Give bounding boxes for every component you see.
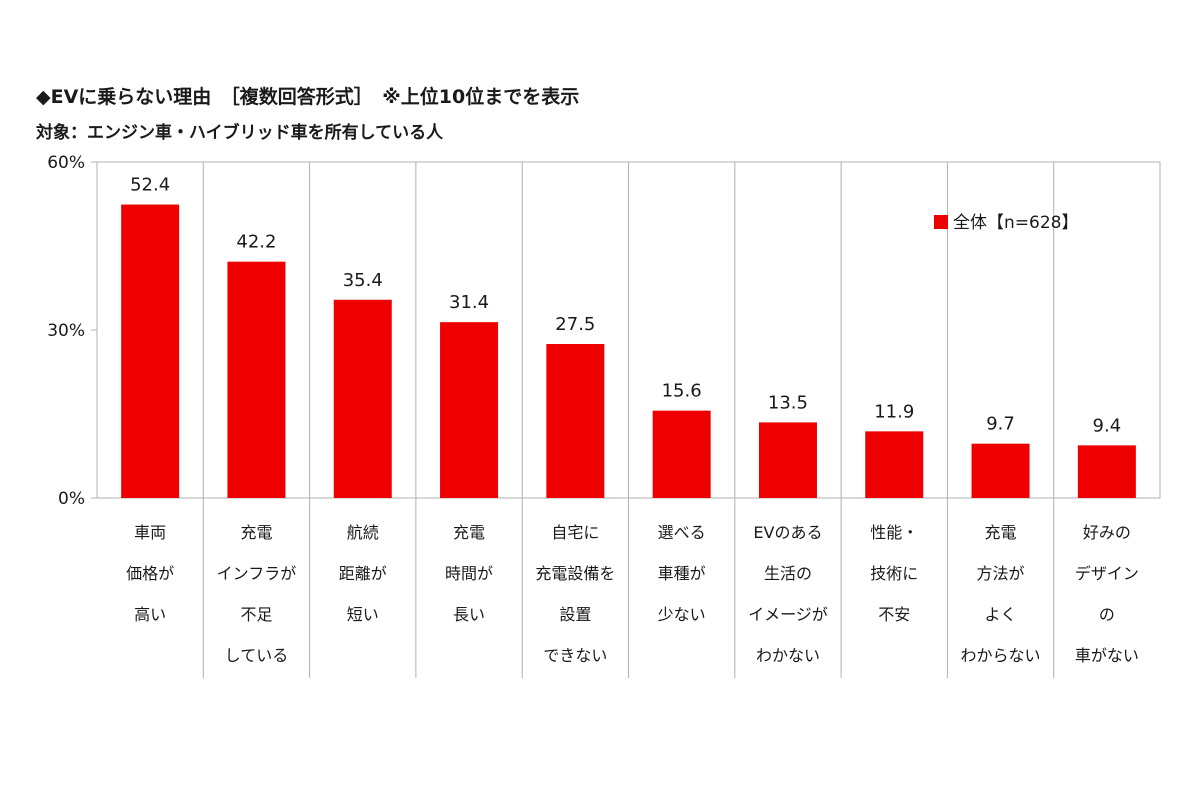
data-label: 52.4 [130,175,170,196]
category-label: 価格が [126,564,174,583]
data-label: 35.4 [343,270,383,291]
data-label: 27.5 [555,314,595,335]
bar [227,261,286,498]
category-label: イメージが [748,605,828,624]
bar [758,422,817,498]
category-label: 不足 [240,605,272,624]
category-label: 長い [453,605,485,624]
category-label: 車がない [1075,646,1139,665]
category-label: わかない [756,646,820,665]
category-label: 航続 [347,523,379,542]
category-label: 充電 [240,523,272,542]
bar [440,322,499,498]
category-label: 車種が [658,564,706,583]
category-label: 高い [134,605,166,624]
category-label: 選べる [658,523,706,542]
category-label: 充電 [453,523,485,542]
chart-title: ◆EVに乗らない理由 ［複数回答形式］ ※上位10位までを表示 [36,86,580,108]
category-label: 好みの [1083,523,1131,542]
category-label: 性能・ [870,523,918,542]
category-label: できない [543,646,607,665]
data-label: 11.9 [874,401,914,422]
category-label: 少ない [658,605,706,624]
category-label: 不安 [878,605,910,624]
category-label: デザイン [1075,564,1139,583]
category-label: 距離が [339,564,387,583]
data-label: 13.5 [768,392,808,413]
legend-swatch [934,215,948,229]
category-label: 車両 [134,523,166,542]
data-label: 42.2 [236,232,276,253]
data-label: 9.7 [986,414,1015,435]
data-label: 31.4 [449,292,489,313]
category-label: 充電設備を [535,564,615,583]
category-label: 充電 [985,523,1017,542]
category-label: している [225,646,289,665]
category-label: の [1099,605,1115,624]
bar [546,344,605,498]
category-label: わからない [961,646,1041,665]
bar [1077,445,1136,498]
category-label: 短い [347,605,379,624]
category-label: 設置 [559,605,591,624]
category-label: インフラが [217,564,297,583]
category-label: 方法が [977,564,1025,583]
category-label: 技術に [870,564,918,583]
bar [121,204,180,498]
chart-subtitle: 対象：エンジン車・ハイブリッド車を所有している人 [36,123,444,143]
y-tick-label: 0% [58,489,85,509]
category-label: 生活の [764,564,812,583]
data-label: 15.6 [662,381,702,402]
category-label: 自宅に [551,523,599,542]
y-tick-label: 30% [47,321,85,341]
category-label: よく [985,605,1017,624]
legend-label: 全体【n=628】 [953,213,1078,233]
category-label: EVのある [753,523,822,542]
category-label: 時間が [445,564,493,583]
bar [971,443,1030,498]
bar [652,410,711,498]
y-tick-label: 60% [47,153,85,173]
data-label: 9.4 [1093,415,1122,436]
bar [865,431,924,498]
bar [333,299,392,498]
